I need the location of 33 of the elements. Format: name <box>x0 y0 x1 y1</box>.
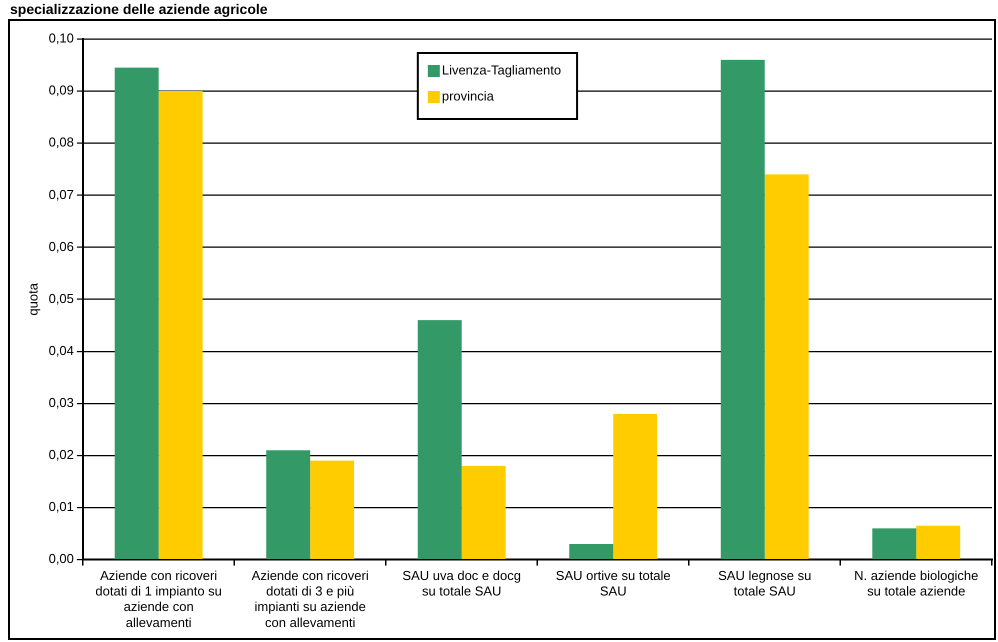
x-tick-label: Aziende con ricoveri dotati di 1 impianto su aziende con allevamenti <box>95 568 222 630</box>
y-tick-label: 0,00 <box>48 551 74 566</box>
bar <box>764 174 809 559</box>
y-tick-label: 0,03 <box>48 395 74 410</box>
bar <box>872 528 916 559</box>
legend-label: Livenza-Tagliamento <box>442 62 562 78</box>
bar <box>569 544 614 559</box>
y-tick-label: 0,07 <box>48 186 74 202</box>
y-tick-label: 0,06 <box>48 238 74 254</box>
bar <box>613 414 658 559</box>
bar <box>114 68 159 559</box>
bar <box>418 320 462 559</box>
y-tick-label: 0,04 <box>48 342 74 358</box>
bar <box>266 450 310 559</box>
x-tick-label: SAU uva doc e docg su totale SAU <box>402 568 521 599</box>
x-tick-label: N. aziende biologiche su totale aziende <box>854 568 978 599</box>
legend-label: provincia <box>442 88 495 104</box>
y-tick-label: 0,01 <box>48 499 74 514</box>
y-tick-label: 0,09 <box>48 82 74 98</box>
bar <box>462 466 506 559</box>
y-tick-label: 0,10 <box>48 30 74 46</box>
y-axis-title: quota <box>25 282 40 316</box>
y-tick-label: 0,02 <box>48 447 74 462</box>
bar <box>310 460 354 559</box>
x-tick-label: Aziende con ricoveri dotati di 3 e più impianti su aziende con allevamenti <box>252 568 369 630</box>
bar <box>158 91 203 559</box>
x-tick-label: SAU ortive su totale SAU <box>556 568 671 599</box>
x-tick-label: SAU legnose su totale SAU <box>718 568 812 599</box>
y-tick-label: 0,05 <box>48 290 74 306</box>
y-tick-label: 0,08 <box>48 134 74 150</box>
bar <box>720 60 765 559</box>
chart-title: specializzazione delle aziende agricole <box>10 1 268 17</box>
bar <box>916 526 960 559</box>
